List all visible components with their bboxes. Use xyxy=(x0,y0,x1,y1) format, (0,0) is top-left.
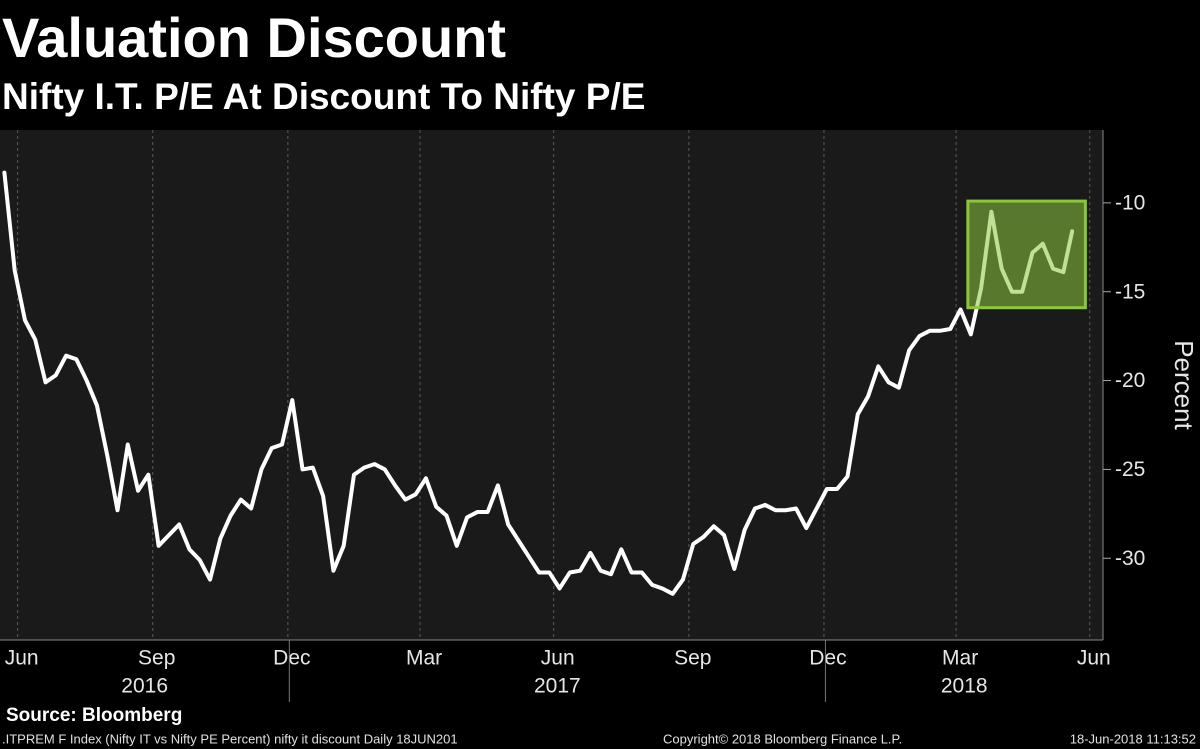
y-tick-label: -30 xyxy=(1115,547,1145,570)
x-tick-label: Sep xyxy=(674,647,711,670)
x-tick-label: Mar xyxy=(406,647,442,670)
x-tick-label: Jun xyxy=(541,647,575,670)
year-label: 2018 xyxy=(941,675,988,698)
y-tick-label: -20 xyxy=(1115,369,1145,392)
x-tick-label: Dec xyxy=(273,647,310,670)
y-tick-label: -15 xyxy=(1115,280,1145,303)
x-tick-label: Jun xyxy=(5,647,39,670)
x-tick-label: Jun xyxy=(1077,647,1111,670)
x-tick-label: Dec xyxy=(809,647,846,670)
x-tick-label: Sep xyxy=(138,647,175,670)
year-label: 2016 xyxy=(121,675,168,698)
chart-subtitle: Nifty I.T. P/E At Discount To Nifty P/E xyxy=(2,76,645,117)
footer-left: .ITPREM F Index (Nifty IT vs Nifty PE Pe… xyxy=(2,731,458,746)
chart-title: Valuation Discount xyxy=(2,6,506,69)
plot-area xyxy=(0,130,1103,640)
year-label: 2017 xyxy=(534,675,581,698)
footer-center: Copyright© 2018 Bloomberg Finance L.P. xyxy=(663,731,902,746)
footer-right: 18-Jun-2018 11:13:52 xyxy=(1070,731,1196,746)
y-tick-label: -25 xyxy=(1115,458,1145,481)
source: Source: Bloomberg xyxy=(6,705,182,726)
y-axis-label: Percent xyxy=(1169,340,1199,430)
highlight-box xyxy=(966,199,1087,310)
data-line xyxy=(2,170,1075,596)
x-tick-label: Mar xyxy=(942,647,978,670)
y-tick-label: -10 xyxy=(1115,191,1145,214)
